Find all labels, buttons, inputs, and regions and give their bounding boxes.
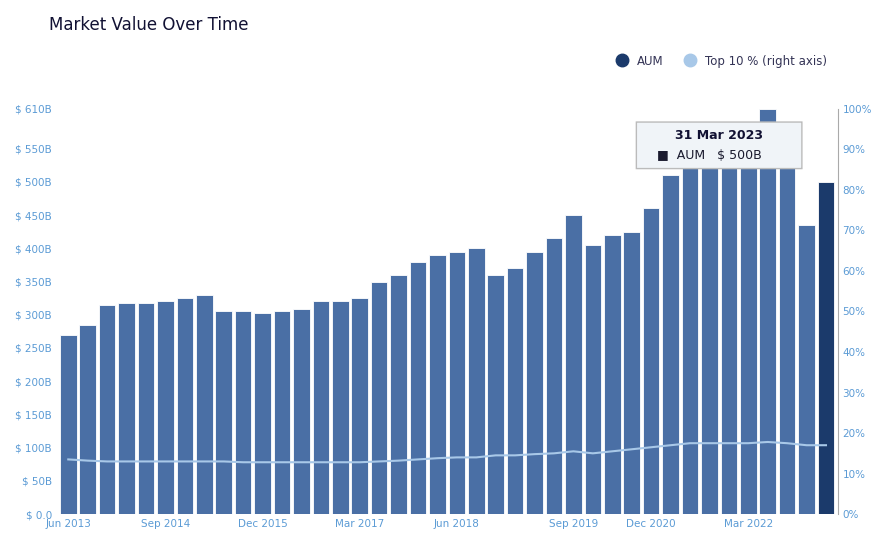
Bar [758,109,775,514]
Bar [98,305,115,514]
Bar [603,235,620,514]
Bar [700,139,717,514]
Bar [545,238,562,514]
Bar [719,142,736,514]
Bar [506,268,523,514]
Bar [176,298,193,514]
Bar [468,248,484,514]
Bar [817,182,834,514]
Bar [235,312,251,514]
Legend: AUM, Top 10 % (right axis): AUM, Top 10 % (right axis) [604,50,831,72]
Bar [293,310,309,514]
Bar [662,175,678,514]
Bar [118,303,135,514]
Bar [351,298,368,514]
Bar [409,262,426,514]
FancyBboxPatch shape [635,122,801,169]
Bar [642,208,658,514]
Bar [623,232,639,514]
Bar [487,275,503,514]
Bar [196,295,213,514]
Bar [274,312,290,514]
Bar [157,301,174,514]
Bar [215,311,232,514]
Bar [390,275,407,514]
Bar [331,301,348,514]
Bar [312,301,329,514]
Bar [80,325,96,514]
Bar [564,215,581,514]
Text: Market Value Over Time: Market Value Over Time [49,16,248,34]
Bar [254,313,270,514]
Bar [370,282,387,514]
Text: 31 Mar 2023: 31 Mar 2023 [674,128,762,141]
Bar [60,335,76,514]
Text: ■  AUM   $ 500B: ■ AUM $ 500B [657,149,761,162]
Bar [681,159,697,514]
Bar [584,245,601,514]
Bar [429,255,445,514]
Bar [739,139,756,514]
Bar [137,303,154,514]
Bar [448,252,464,514]
Bar [797,225,814,514]
Bar [778,139,795,514]
Bar [525,252,542,514]
